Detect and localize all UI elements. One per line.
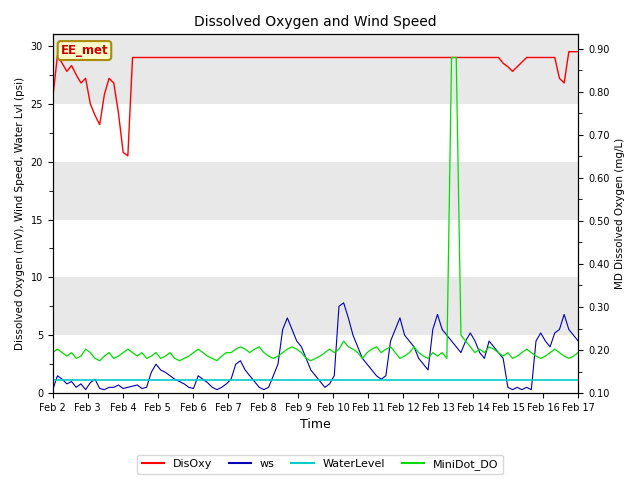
Bar: [52, 335, 578, 393]
Y-axis label: MD Dissolved Oxygen (mg/L): MD Dissolved Oxygen (mg/L): [615, 138, 625, 289]
Legend: DisOxy, ws, WaterLevel, MiniDot_DO: DisOxy, ws, WaterLevel, MiniDot_DO: [137, 455, 503, 474]
Text: EE_met: EE_met: [61, 44, 108, 57]
Bar: [52, 277, 578, 335]
Y-axis label: Dissolved Oxygen (mV), Wind Speed, Water Lvl (psi): Dissolved Oxygen (mV), Wind Speed, Water…: [15, 77, 25, 350]
Bar: [52, 46, 578, 104]
Bar: [52, 104, 578, 162]
X-axis label: Time: Time: [300, 419, 331, 432]
Bar: [52, 162, 578, 219]
Bar: [52, 219, 578, 277]
Title: Dissolved Oxygen and Wind Speed: Dissolved Oxygen and Wind Speed: [194, 15, 437, 29]
